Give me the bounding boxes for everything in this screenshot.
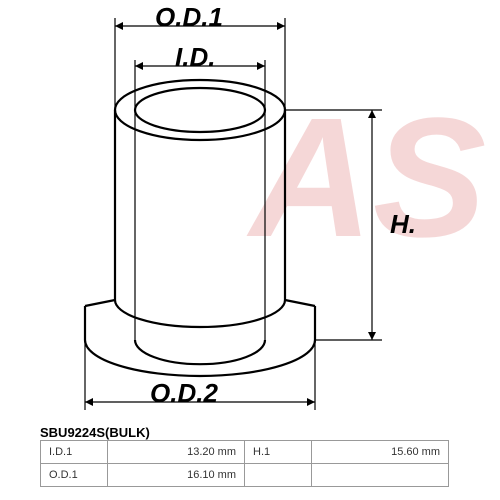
table-row: I.D.1 13.20 mm H.1 15.60 mm bbox=[41, 441, 449, 464]
cell-key: H.1 bbox=[245, 441, 312, 464]
cell-key: O.D.1 bbox=[41, 464, 108, 487]
part-number: SBU9224S(BULK) bbox=[40, 425, 150, 440]
spec-table: I.D.1 13.20 mm H.1 15.60 mm O.D.1 16.10 … bbox=[40, 440, 449, 487]
cell-key bbox=[245, 464, 312, 487]
diagram-canvas: { "watermark": { "text": "AS", "color": … bbox=[0, 0, 500, 500]
cell-key: I.D.1 bbox=[41, 441, 108, 464]
table-row: O.D.1 16.10 mm bbox=[41, 464, 449, 487]
label-h: H. bbox=[390, 209, 416, 240]
cell-val: 16.10 mm bbox=[108, 464, 245, 487]
cell-val: 15.60 mm bbox=[312, 441, 449, 464]
cell-val bbox=[312, 464, 449, 487]
cell-val: 13.20 mm bbox=[108, 441, 245, 464]
label-od2: O.D.2 bbox=[150, 378, 218, 409]
label-id: I.D. bbox=[175, 42, 215, 73]
label-od1: O.D.1 bbox=[155, 2, 223, 33]
